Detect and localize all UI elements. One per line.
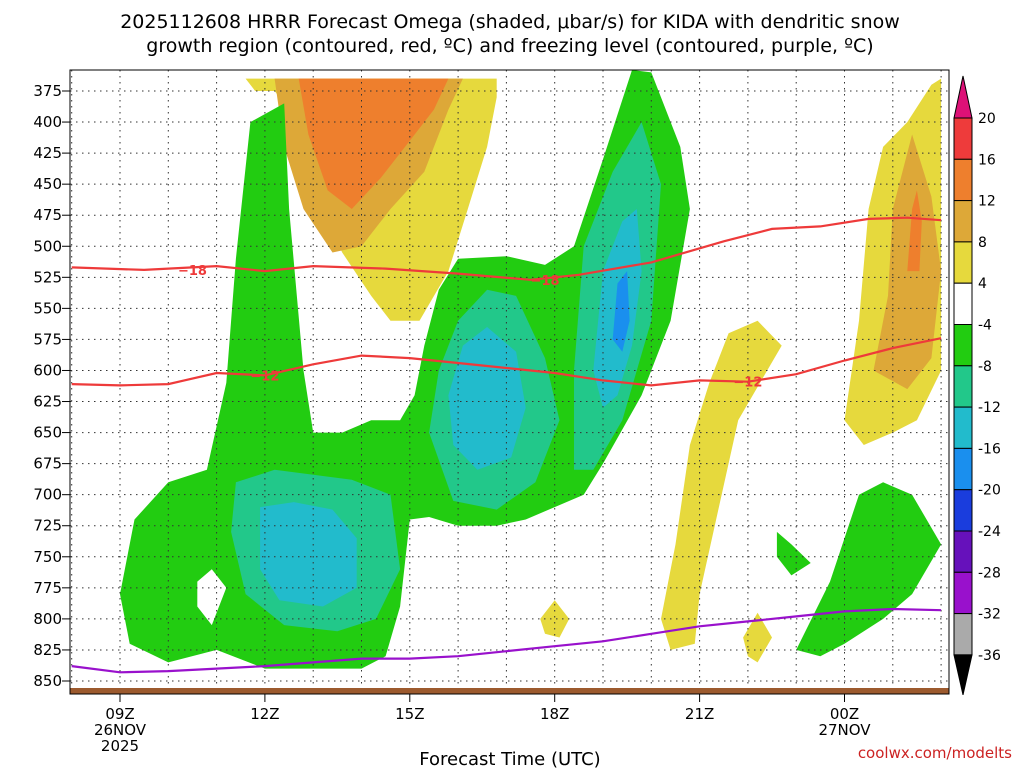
- y-tick-label: 675: [33, 455, 62, 473]
- y-tick-label: 700: [33, 486, 62, 504]
- colorbar-cap-bottom: [953, 654, 973, 696]
- omega-region-19: [197, 569, 227, 626]
- colorbar-label: 20: [978, 111, 996, 127]
- omega-region-9: [260, 502, 357, 607]
- contour-lines: −18 −18 −12 −12: [71, 216, 942, 674]
- colorbar-bin: [953, 530, 973, 573]
- y-tick-label: 725: [33, 517, 62, 535]
- y-tick-label: 550: [33, 299, 62, 317]
- plot-area: −18 −18 −12 −12: [69, 69, 950, 695]
- dgz-bottom-contour-label-1: −12: [733, 376, 762, 391]
- plot-frame: [69, 69, 950, 695]
- omega-region-18: [743, 612, 772, 663]
- colorbar-bin: [953, 406, 973, 449]
- y-tick-label: 625: [33, 393, 62, 411]
- x-tick-label: 15Z: [395, 705, 424, 723]
- y-tick-label: 500: [33, 237, 62, 255]
- colorbar-bin: [953, 489, 973, 532]
- x-tick-label: 2025: [101, 737, 139, 755]
- omega-shaded-regions: [120, 70, 942, 669]
- colorbar-bin: [953, 613, 973, 656]
- colorbar-label: -20: [978, 483, 1001, 499]
- colorbar-bin: [953, 241, 973, 284]
- colorbar-label: -16: [978, 441, 1001, 457]
- colorbar-bin: [953, 365, 973, 408]
- ground-surface-bar: [70, 688, 949, 694]
- y-tick-label: 850: [33, 672, 62, 690]
- y-tick-label: 600: [33, 361, 62, 379]
- colorbar-bin: [953, 324, 973, 367]
- grid-lines: [70, 70, 949, 694]
- colorbar: 20 16 12 8 4 -4 -8 -12 -16 -20 -24 -28 -32 -36: [953, 75, 1001, 696]
- credit-link[interactable]: coolwx.com/modelts: [858, 744, 1012, 762]
- x-tick-label: 09Z: [105, 705, 134, 723]
- y-tick-label: 650: [33, 424, 62, 442]
- colorbar-bin: [953, 571, 973, 615]
- omega-region-12: [612, 271, 630, 352]
- colorbar-label: -12: [978, 400, 1001, 416]
- y-tick-label: 775: [33, 579, 62, 597]
- x-tick-label: 21Z: [685, 705, 714, 723]
- dgz-top-contour: [71, 216, 942, 281]
- colorbar-label: -32: [978, 607, 1001, 623]
- colorbar-label: 8: [978, 235, 987, 251]
- colorbar-label: -24: [978, 524, 1001, 540]
- colorbar-label: 12: [978, 194, 996, 210]
- colorbar-bin: [953, 282, 973, 326]
- colorbar-bin: [953, 117, 973, 160]
- omega-region-16: [661, 320, 782, 650]
- dgz-bottom-contour: [71, 337, 942, 387]
- chart-title-line1: 2025112608 HRRR Forecast Omega (shaded, …: [120, 11, 900, 33]
- colorbar-label: -4: [978, 318, 992, 334]
- omega-region-2: [298, 78, 449, 209]
- y-tick-label: 400: [33, 113, 62, 131]
- y-tick-label: 425: [33, 144, 62, 162]
- colorbar-bin: [953, 447, 973, 491]
- colorbar-bin: [953, 158, 973, 202]
- x-tick-label: 26NOV: [94, 721, 147, 739]
- omega-region-14: [873, 134, 942, 390]
- y-tick-label: 475: [33, 206, 62, 224]
- freezing-level-contour: [71, 607, 942, 674]
- y-tick-label: 525: [33, 268, 62, 286]
- colorbar-bin: [953, 200, 973, 243]
- dgz-top-contour-label-0: −18: [178, 264, 207, 279]
- dgz-top-contour-label-1: −18: [531, 274, 560, 289]
- dgz-bottom-contour-label-0: −12: [250, 369, 279, 384]
- omega-region-15: [907, 190, 922, 272]
- y-tick-label: 450: [33, 175, 62, 193]
- y-tick-label: 825: [33, 641, 62, 659]
- omega-region-10: [448, 327, 526, 470]
- y-axis: 375 400 425 450 475 500 525 550 575 600 625 650 675 7…: [33, 82, 70, 690]
- y-tick-label: 375: [33, 82, 62, 100]
- colorbar-cap-top: [953, 75, 973, 119]
- x-axis-title: Forecast Time (UTC): [419, 749, 600, 768]
- omega-region-5: [776, 531, 811, 576]
- colorbar-label: -28: [978, 565, 1001, 581]
- x-tick-label: 12Z: [250, 705, 279, 723]
- y-tick-label: 800: [33, 610, 62, 628]
- y-tick-label: 750: [33, 548, 62, 566]
- chart-title-line2: growth region (contoured, red, ºC) and f…: [146, 35, 873, 57]
- colorbar-label: 4: [978, 276, 987, 292]
- x-tick-label: 18Z: [540, 705, 569, 723]
- y-tick-label: 575: [33, 330, 62, 348]
- omega-region-17: [540, 600, 570, 638]
- x-tick-label: 27NOV: [818, 721, 871, 739]
- colorbar-label: -36: [978, 648, 1001, 664]
- x-tick-label: 00Z: [830, 705, 859, 723]
- colorbar-label: -8: [978, 359, 992, 375]
- colorbar-label: 16: [978, 152, 996, 168]
